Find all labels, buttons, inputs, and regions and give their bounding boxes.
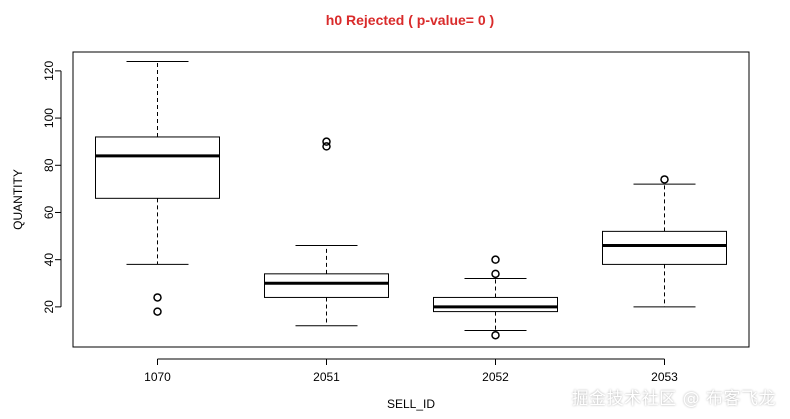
outlier-point: [491, 255, 500, 264]
outlier-point: [322, 142, 331, 151]
x-tick-label: 2053: [651, 370, 678, 384]
plot-frame: [72, 51, 750, 348]
box-iqr: [95, 136, 220, 199]
y-tick-label: 20: [42, 300, 56, 314]
box-2053: [602, 175, 727, 308]
box-iqr: [264, 273, 389, 298]
x-axis-label: SELL_ID: [387, 397, 435, 411]
boxes: [95, 60, 727, 340]
y-tick-label: 100: [42, 108, 56, 128]
outlier-point: [153, 307, 162, 316]
y-tick-label: 60: [42, 205, 56, 219]
box-iqr: [602, 230, 727, 265]
box-iqr: [433, 296, 558, 313]
x-tick-label: 1070: [144, 370, 171, 384]
x-axis: 1070 2051 2052 2053: [144, 358, 678, 384]
outlier-point: [322, 137, 331, 146]
watermark: 掘金技术社区 @ 布客飞龙: [571, 389, 776, 409]
y-tick-label: 120: [42, 61, 56, 81]
outlier-point: [660, 175, 669, 184]
y-axis: 20 40 60 80 100 120: [42, 61, 62, 314]
y-tick-label: 40: [42, 253, 56, 267]
chart-title: h0 Rejected ( p-value= 0 ): [326, 12, 494, 28]
box-1070: [95, 60, 220, 316]
outlier-point: [153, 293, 162, 302]
box-2051: [264, 137, 389, 327]
y-tick-label: 80: [42, 158, 56, 172]
box-2052: [433, 255, 558, 340]
outlier-point: [491, 330, 500, 340]
outlier-point: [491, 269, 500, 279]
y-axis-label: QUANTITY: [11, 169, 25, 230]
x-tick-label: 2051: [313, 370, 340, 384]
x-tick-label: 2052: [482, 370, 509, 384]
